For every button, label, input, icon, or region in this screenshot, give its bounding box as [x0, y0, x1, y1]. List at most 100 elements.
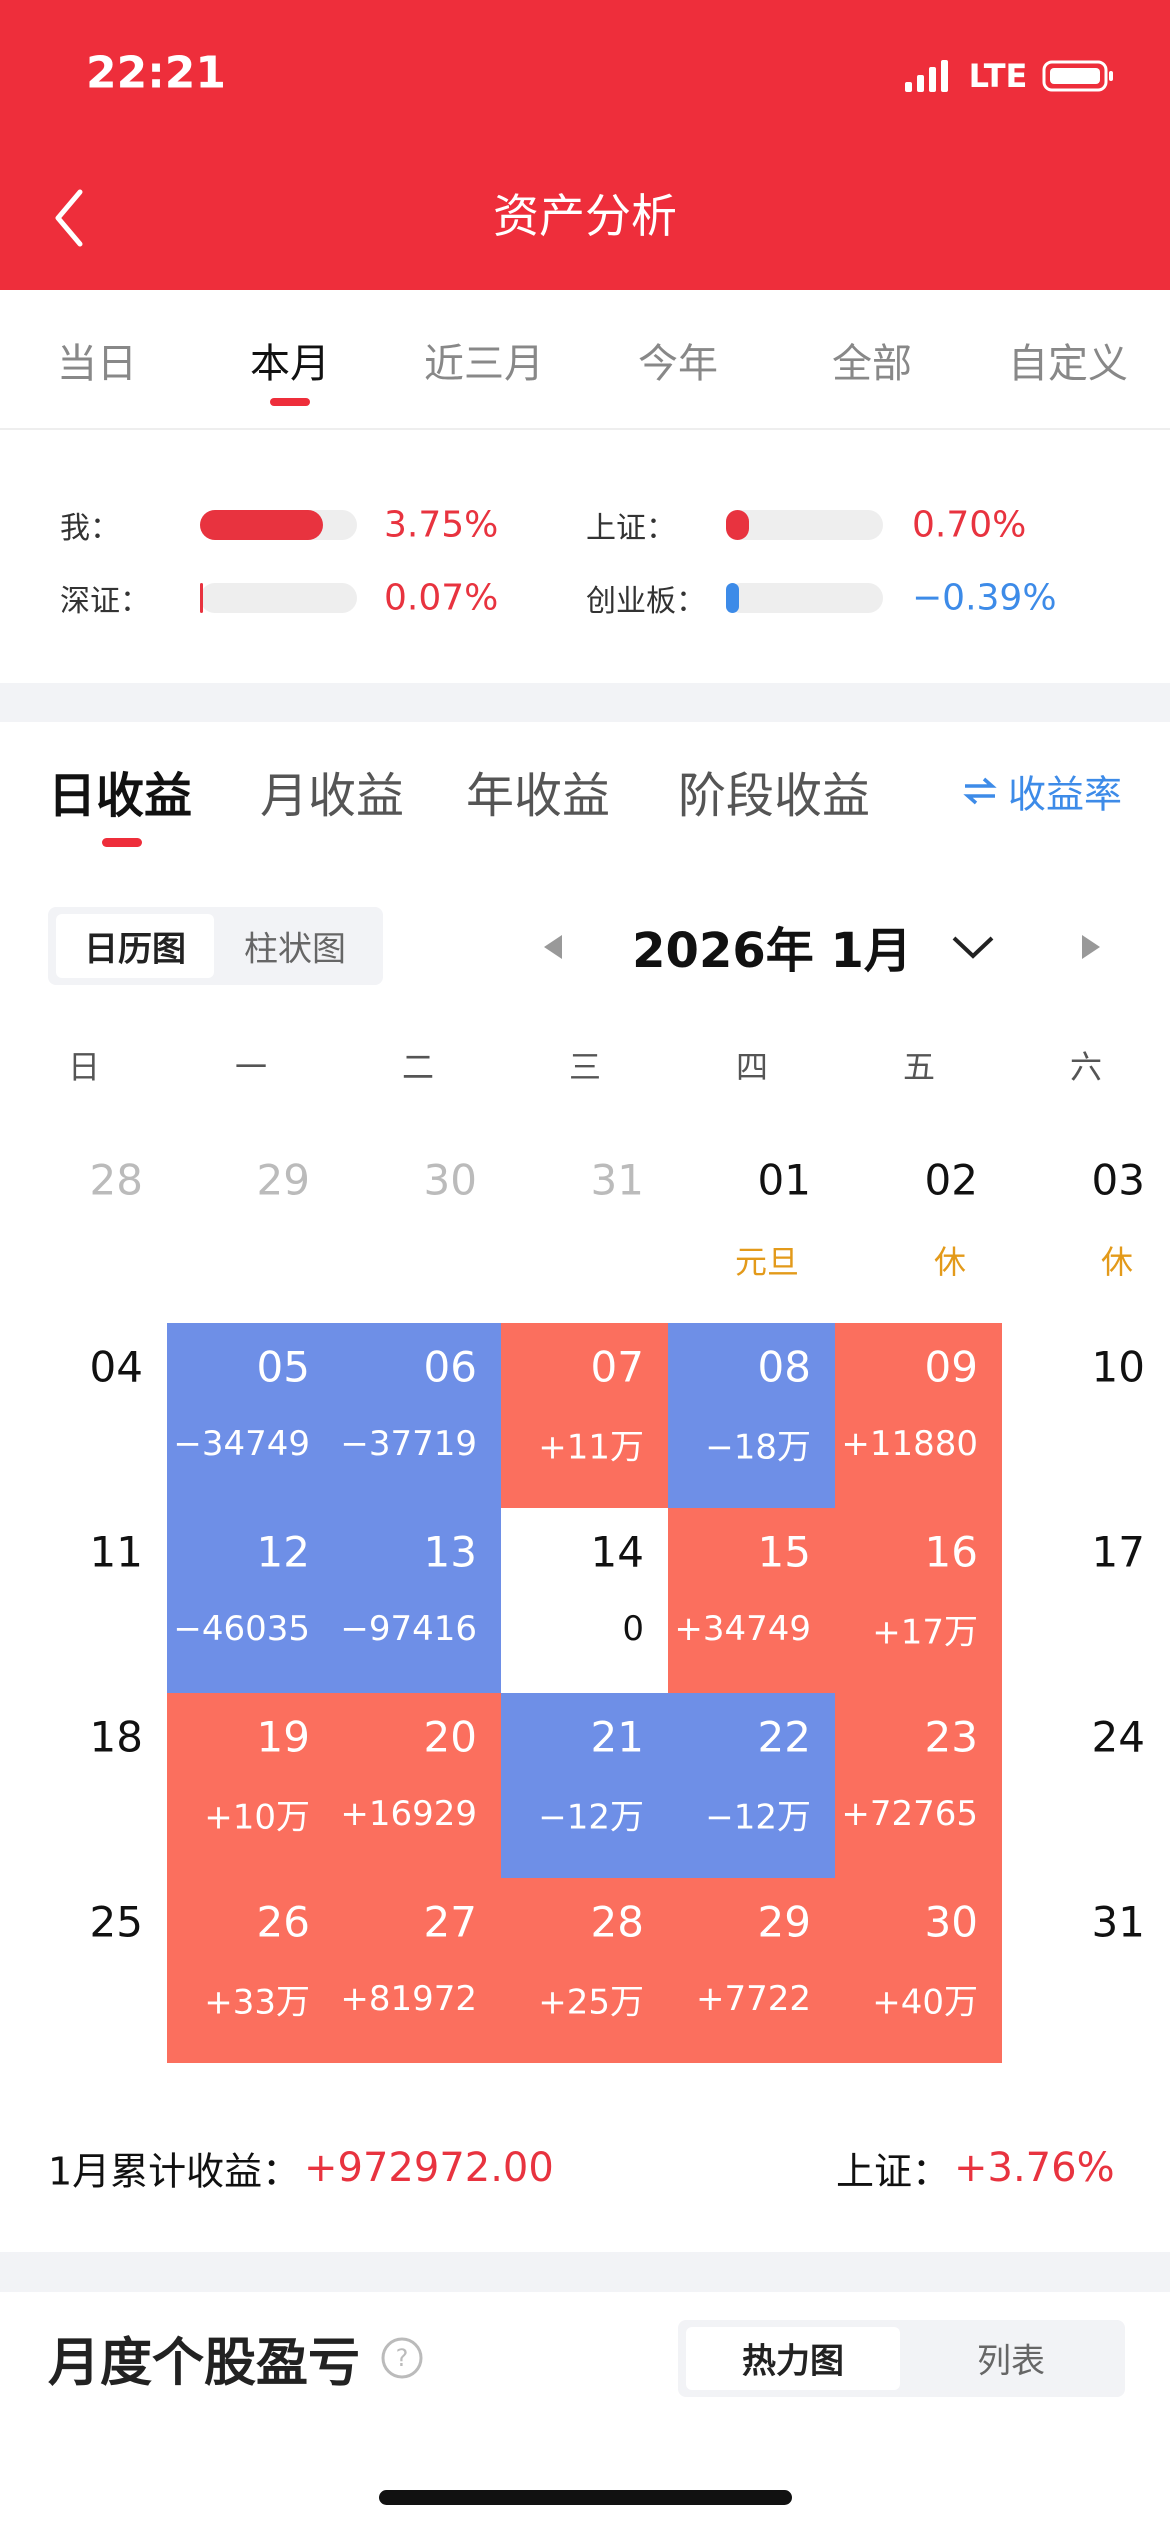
tab-indicator — [102, 838, 142, 847]
calendar-value: −34749 — [173, 1424, 310, 1464]
help-icon[interactable]: ? — [380, 2336, 424, 2380]
compare-track — [726, 510, 883, 540]
profit-tab[interactable]: 月收益 — [260, 768, 405, 824]
compare-label: 深证： — [60, 584, 150, 619]
calendar-value: +16929 — [340, 1794, 477, 1834]
period-tab[interactable]: 全部 — [832, 341, 912, 387]
calendar-day: 06 — [423, 1342, 477, 1392]
period-tab[interactable]: 本月 — [250, 341, 330, 387]
calendar-value: 0 — [622, 1609, 644, 1649]
calendar-value: +72765 — [841, 1794, 978, 1834]
page-title: 资产分析 — [493, 189, 677, 243]
compare-bar — [726, 510, 749, 540]
view-toggle-item[interactable]: 日历图 — [84, 929, 186, 970]
calendar-day: 20 — [423, 1712, 477, 1762]
calendar-value: +81972 — [340, 1979, 477, 2019]
calendar-day: 29 — [256, 1155, 310, 1205]
calendar-cell[interactable] — [668, 1693, 835, 1878]
calendar-cell[interactable] — [835, 1693, 1002, 1878]
calendar-value: +33万 — [204, 1982, 310, 2023]
compare-value: 0.70% — [912, 504, 1027, 546]
home-indicator — [379, 2490, 792, 2505]
calendar-cell[interactable] — [334, 1693, 501, 1878]
view-toggle-item[interactable]: 柱状图 — [244, 929, 346, 970]
calendar-day: 10 — [1091, 1342, 1145, 1392]
compare-value: −0.39% — [912, 577, 1057, 619]
calendar-cell[interactable] — [501, 1878, 668, 2063]
back-button[interactable] — [50, 188, 90, 248]
calendar-day: 28 — [89, 1155, 143, 1205]
calendar-cell[interactable] — [501, 1508, 668, 1693]
calendar-day: 28 — [590, 1897, 644, 1947]
calendar-day: 17 — [1091, 1527, 1145, 1577]
calendar-day: 26 — [256, 1897, 310, 1947]
period-tab[interactable]: 近三月 — [424, 341, 544, 387]
compare-value: 3.75% — [384, 504, 499, 546]
calendar-note: 元旦 — [734, 1243, 799, 1281]
calendar-day: 09 — [924, 1342, 978, 1392]
status-time: 22:21 — [85, 47, 227, 99]
calendar-cell[interactable] — [835, 1508, 1002, 1693]
calendar-day: 21 — [590, 1712, 644, 1762]
calendar-cell[interactable] — [167, 1323, 334, 1508]
month-dropdown[interactable] — [952, 936, 994, 959]
calendar-day: 04 — [89, 1342, 143, 1392]
divider — [0, 428, 1170, 430]
weekday: 五 — [902, 1048, 936, 1086]
calendar-cell[interactable] — [835, 1323, 1002, 1508]
calendar-cell[interactable] — [501, 1693, 668, 1878]
section-gap — [0, 683, 1170, 722]
calendar-note: 休 — [933, 1243, 966, 1281]
period-tab[interactable]: 自定义 — [1008, 341, 1128, 387]
weekday: 一 — [234, 1048, 268, 1086]
stock-toggle-item[interactable]: 列表 — [977, 2341, 1045, 2382]
next-month[interactable] — [1082, 935, 1100, 959]
calendar-cell[interactable] — [167, 1693, 334, 1878]
calendar-cell[interactable] — [334, 1323, 501, 1508]
calendar-day: 19 — [256, 1712, 310, 1762]
compare-track — [726, 583, 883, 613]
period-tab[interactable]: 当日 — [57, 341, 137, 387]
month-nav-icons — [544, 935, 1100, 959]
calendar-value: +11880 — [841, 1424, 978, 1464]
calendar-cell[interactable] — [835, 1878, 1002, 2063]
calendar-value: −46035 — [173, 1609, 310, 1649]
summary-label: 1月累计收益： — [48, 2149, 301, 2194]
calendar-day: 16 — [924, 1527, 978, 1577]
calendar-cell[interactable] — [167, 1878, 334, 2063]
calendar-cell[interactable] — [668, 1508, 835, 1693]
profit-tab[interactable]: 日收益 — [48, 768, 193, 824]
network-label: LTE — [968, 57, 1028, 95]
calendar-day: 14 — [590, 1527, 644, 1577]
calendar-cell[interactable] — [334, 1878, 501, 2063]
calendar-day: 15 — [757, 1527, 811, 1577]
calendar-day: 24 — [1091, 1712, 1145, 1762]
calendar-value: +34749 — [674, 1609, 811, 1649]
period-tab[interactable]: 今年 — [638, 341, 718, 387]
calendar-cell[interactable] — [167, 1508, 334, 1693]
calendar-day: 18 — [89, 1712, 143, 1762]
calendar-cell[interactable] — [501, 1323, 668, 1508]
compare-bar — [200, 510, 323, 540]
rate-link[interactable]: 收益率 — [1007, 772, 1122, 817]
calendar-cell[interactable] — [334, 1508, 501, 1693]
calendar-cell[interactable] — [668, 1323, 835, 1508]
compare-label: 我： — [60, 511, 120, 546]
tab-indicator — [270, 398, 310, 406]
compare-track — [200, 583, 357, 613]
profit-tab[interactable]: 阶段收益 — [678, 768, 871, 824]
compare-label: 上证： — [586, 511, 676, 546]
profit-tab[interactable]: 年收益 — [466, 768, 611, 824]
compare-bar — [200, 583, 203, 613]
index-label: 上证： — [836, 2149, 951, 2194]
calendar-cell[interactable] — [668, 1878, 835, 2063]
prev-month[interactable] — [544, 935, 562, 959]
calendar-value: −12万 — [705, 1797, 811, 1838]
compare-bar — [726, 583, 739, 613]
calendar-day: 29 — [757, 1897, 811, 1947]
weekday: 二 — [401, 1048, 435, 1086]
stock-toggle-item[interactable]: 热力图 — [742, 2341, 844, 2382]
toggle-active — [56, 914, 214, 978]
calendar-day: 03 — [1091, 1155, 1145, 1205]
